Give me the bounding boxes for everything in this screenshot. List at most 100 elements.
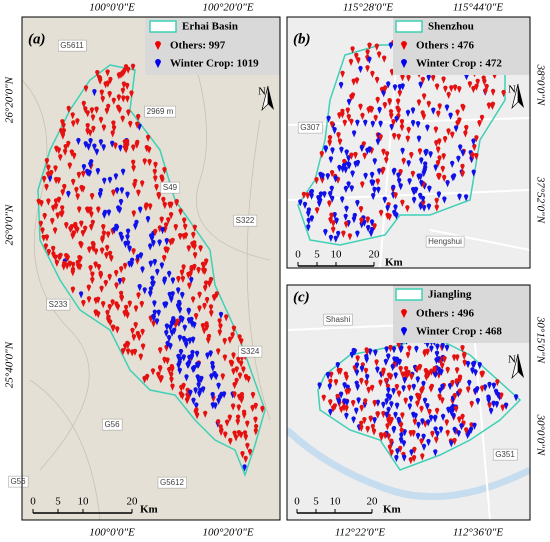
sample-point — [127, 300, 132, 308]
sample-point — [239, 396, 244, 404]
place-label: S233 — [49, 300, 68, 309]
sample-point — [384, 411, 389, 419]
sample-point — [401, 385, 406, 393]
sample-point — [364, 347, 369, 355]
legend-swatch — [149, 20, 177, 33]
sample-point — [428, 385, 434, 393]
sample-point — [131, 248, 136, 256]
sample-point — [399, 118, 405, 127]
sample-point — [442, 196, 447, 204]
sample-point — [457, 388, 463, 396]
sample-point — [99, 247, 105, 255]
coord-label: 38°0'0"N — [534, 64, 546, 106]
sample-point — [364, 356, 369, 364]
sample-point — [328, 399, 333, 407]
place-box — [46, 298, 71, 311]
sample-point — [241, 411, 247, 419]
sample-point — [481, 75, 486, 83]
sample-point — [125, 234, 130, 242]
sample-point — [424, 373, 429, 381]
sample-point — [391, 387, 396, 396]
sample-point — [409, 151, 414, 160]
sample-point — [242, 430, 248, 438]
sample-point — [342, 119, 347, 127]
sample-point — [242, 464, 247, 472]
sample-point — [451, 173, 457, 181]
sample-point — [442, 174, 447, 182]
sample-point — [456, 430, 461, 438]
sample-point — [253, 402, 258, 410]
sample-point — [178, 348, 184, 357]
sample-point — [441, 76, 446, 84]
sample-point — [181, 354, 186, 362]
sample-point — [328, 408, 333, 416]
sample-point — [79, 184, 84, 193]
sample-point — [135, 254, 141, 262]
sample-point — [398, 421, 404, 430]
sample-point — [44, 183, 49, 191]
sample-point — [175, 303, 181, 311]
sample-point — [112, 226, 117, 234]
coord-label: 100°20'0"E — [202, 527, 253, 539]
sample-point — [60, 210, 65, 218]
sample-point — [342, 158, 347, 167]
sample-point — [417, 363, 423, 372]
sample-point — [329, 185, 334, 193]
sample-point — [421, 169, 426, 178]
sample-point — [396, 172, 401, 180]
sample-point — [479, 114, 485, 122]
sample-point — [127, 260, 132, 268]
sample-point — [120, 115, 125, 123]
sample-point — [434, 407, 440, 415]
sample-point — [164, 329, 169, 338]
sample-point — [450, 379, 455, 388]
sample-point — [309, 192, 314, 200]
sample-point — [116, 94, 122, 102]
sample-point — [216, 382, 221, 390]
sample-point — [138, 353, 143, 361]
sample-point — [367, 146, 372, 154]
sample-point — [416, 135, 422, 143]
sample-point — [192, 252, 198, 260]
sample-point — [192, 263, 197, 271]
sample-point — [148, 290, 153, 298]
sample-point — [359, 365, 365, 373]
sample-point — [329, 195, 335, 203]
sample-point — [440, 383, 445, 391]
sample-point — [375, 178, 380, 186]
sample-point — [116, 72, 122, 80]
sample-point — [202, 267, 207, 275]
sample-point — [394, 383, 400, 392]
sample-point — [105, 80, 111, 88]
sample-point — [245, 420, 250, 428]
place-label: Shashi — [326, 315, 351, 324]
sample-point — [438, 426, 444, 434]
sample-point — [53, 176, 59, 185]
sample-point — [396, 133, 401, 141]
sample-point — [401, 440, 407, 448]
sample-point — [111, 120, 116, 128]
sample-point — [145, 215, 151, 224]
sample-point — [435, 160, 441, 168]
sample-point — [68, 225, 73, 233]
sample-point — [101, 301, 106, 309]
sample-point — [145, 134, 151, 142]
sample-point — [397, 358, 402, 366]
sample-point — [165, 357, 170, 365]
sample-point — [169, 295, 174, 304]
sample-point — [145, 373, 150, 381]
sample-point — [363, 172, 368, 180]
sample-point — [434, 436, 439, 444]
sample-point — [88, 129, 93, 137]
sample-point — [217, 329, 222, 337]
sample-point — [168, 342, 173, 351]
sample-point — [351, 78, 356, 86]
sample-point — [491, 400, 496, 408]
sample-point — [136, 113, 141, 122]
place-label: G5612 — [160, 478, 185, 487]
sample-point — [98, 139, 104, 147]
sample-point — [381, 148, 386, 156]
sample-point — [398, 183, 403, 191]
sample-point — [351, 216, 357, 224]
